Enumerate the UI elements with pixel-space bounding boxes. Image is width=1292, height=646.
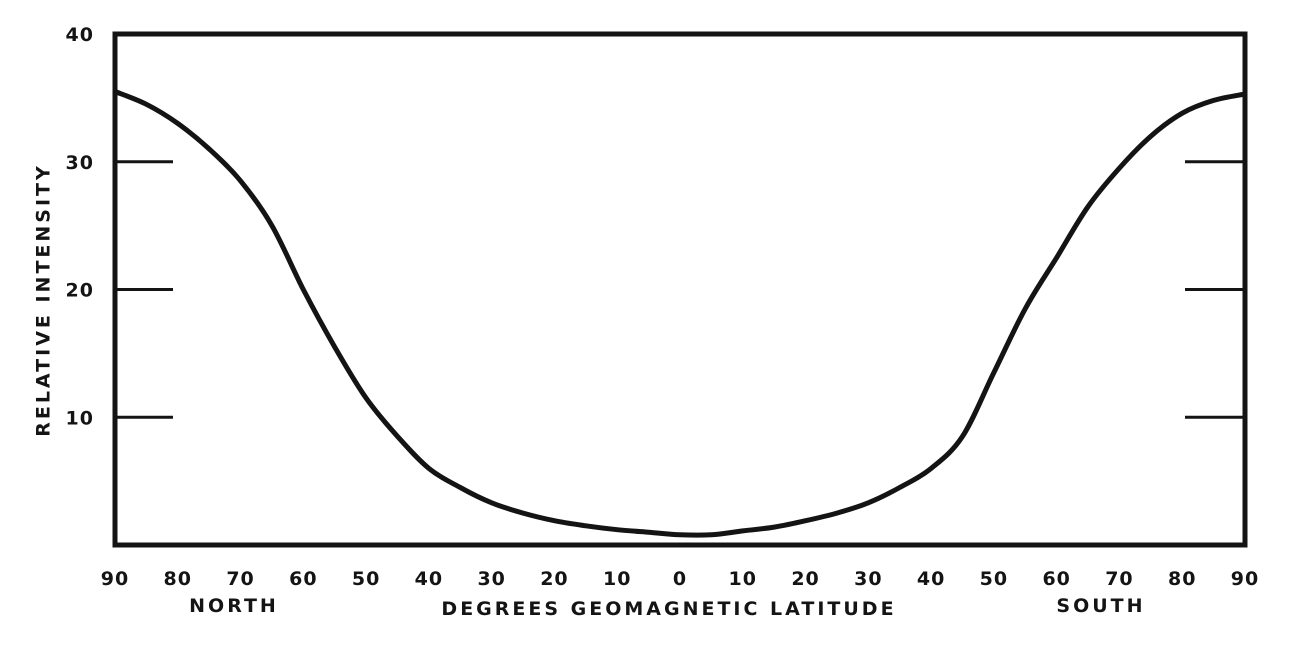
x-axis-title: DEGREES GEOMAGNETIC LATITUDE bbox=[441, 598, 896, 620]
x-tick-label: 30 bbox=[477, 568, 505, 590]
x-tick-label: 80 bbox=[1168, 568, 1196, 590]
y-tick-labels: 10 20 30 40 bbox=[66, 24, 94, 429]
x-tick-label: 70 bbox=[226, 568, 254, 590]
y-tick-label: 40 bbox=[66, 24, 94, 46]
plot-frame bbox=[112, 31, 1248, 548]
x-tick-label: 70 bbox=[1105, 568, 1133, 590]
x-tick-label: 20 bbox=[540, 568, 568, 590]
x-side-label-north: NORTH bbox=[189, 595, 279, 617]
plot-border bbox=[112, 31, 1248, 548]
x-tick-label: 80 bbox=[164, 568, 192, 590]
x-tick-label: 30 bbox=[854, 568, 882, 590]
intensity-curve bbox=[114, 89, 1246, 538]
y-tick-label: 30 bbox=[66, 152, 94, 174]
x-tick-label: 40 bbox=[415, 568, 443, 590]
x-tick-label: 90 bbox=[101, 568, 129, 590]
x-tick-labels: 90 80 70 60 50 40 30 20 10 0 10 20 30 40 50 60 70 80 90 bbox=[101, 568, 1259, 590]
x-tick-label: 60 bbox=[289, 568, 317, 590]
y-tick-marks bbox=[115, 160, 1245, 419]
y-axis-title: RELATIVE INTENSITY bbox=[33, 163, 55, 437]
x-tick-label: 50 bbox=[352, 568, 380, 590]
series-layer bbox=[114, 89, 1246, 538]
y-tick-label: 10 bbox=[66, 407, 94, 429]
y-tick-label: 20 bbox=[66, 280, 94, 302]
x-side-label-south: SOUTH bbox=[1056, 595, 1145, 617]
x-tick-label: 90 bbox=[1231, 568, 1259, 590]
x-tick-label: 20 bbox=[791, 568, 819, 590]
x-tick-label: 40 bbox=[917, 568, 945, 590]
x-tick-label: 10 bbox=[729, 568, 757, 590]
x-tick-label: 60 bbox=[1042, 568, 1070, 590]
x-tick-label: 10 bbox=[603, 568, 631, 590]
x-tick-label: 0 bbox=[673, 568, 687, 590]
x-tick-label: 50 bbox=[980, 568, 1008, 590]
